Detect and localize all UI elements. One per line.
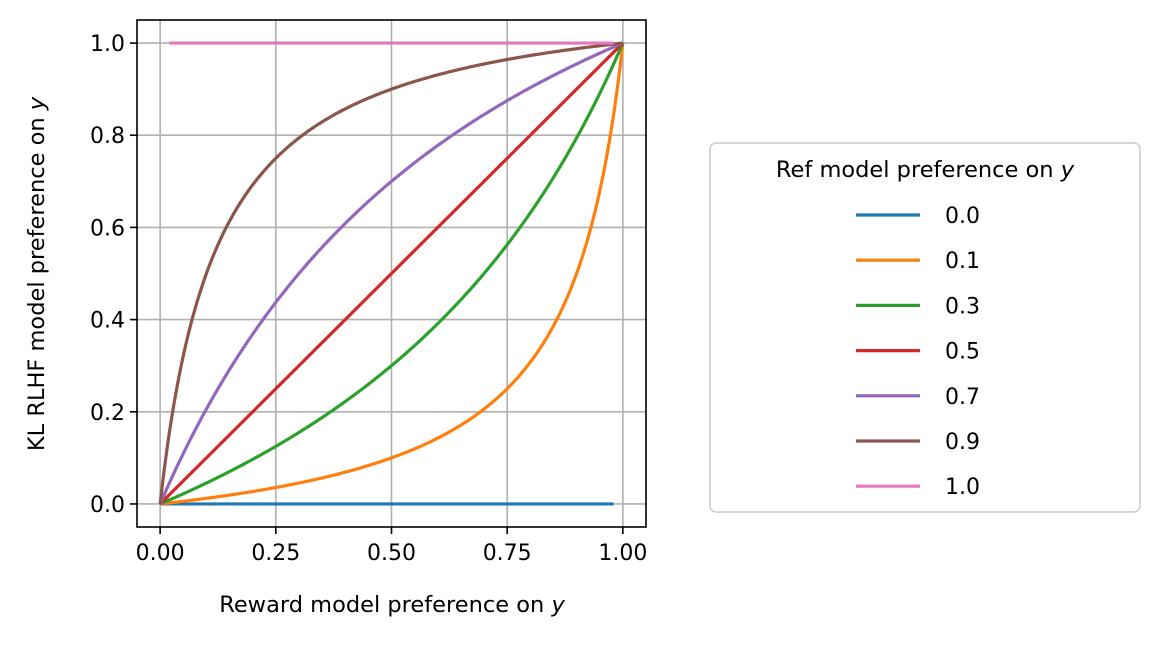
y-tick-label: 0.4 (90, 309, 125, 334)
legend-title: Ref model preference on y (776, 157, 1075, 183)
x-tick-label: 0.50 (367, 541, 416, 566)
series-line-0.5 (159, 41, 624, 506)
y-tick-label: 1.0 (90, 32, 125, 57)
legend-label-0.5: 0.5 (945, 340, 980, 365)
y-tick-label: 0.0 (90, 493, 125, 518)
series-line-0.9 (158, 41, 624, 505)
series-line-0.1 (159, 42, 625, 506)
series-line-0.3 (159, 42, 625, 506)
y-axis-label: KL RLHF model preference on y (24, 96, 50, 451)
legend-frame (709, 142, 1141, 513)
x-tick-label: 0.00 (136, 541, 185, 566)
legend: Ref model preference on y 0.00.10.30.50.… (709, 142, 1141, 513)
legend-label-1.0: 1.0 (945, 475, 980, 500)
x-tick-label: 1.00 (598, 541, 647, 566)
legend-label-0.9: 0.9 (945, 430, 980, 455)
y-tick-label: 0.6 (90, 216, 125, 241)
legend-label-0.3: 0.3 (945, 294, 980, 319)
y-tick-label: 0.8 (90, 124, 125, 149)
x-tick-label: 0.75 (483, 541, 532, 566)
legend-items: 0.0 0.1 0.3 0.5 0.7 0.9 1.0 (856, 204, 980, 500)
x-axis-label: Reward model preference on y (219, 592, 565, 618)
legend-label-0.7: 0.7 (945, 385, 980, 410)
series-lines (158, 41, 625, 506)
legend-label-0.0: 0.0 (945, 204, 980, 229)
ticks: 0.00 0.25 0.50 0.75 1.00 0.0 0.2 0.4 0.6 0.8 1.0 (90, 32, 647, 566)
legend-label-0.1: 0.1 (945, 249, 980, 274)
y-tick-label: 0.2 (90, 401, 125, 426)
series-line-0.7 (158, 41, 624, 505)
x-tick-label: 0.25 (251, 541, 300, 566)
